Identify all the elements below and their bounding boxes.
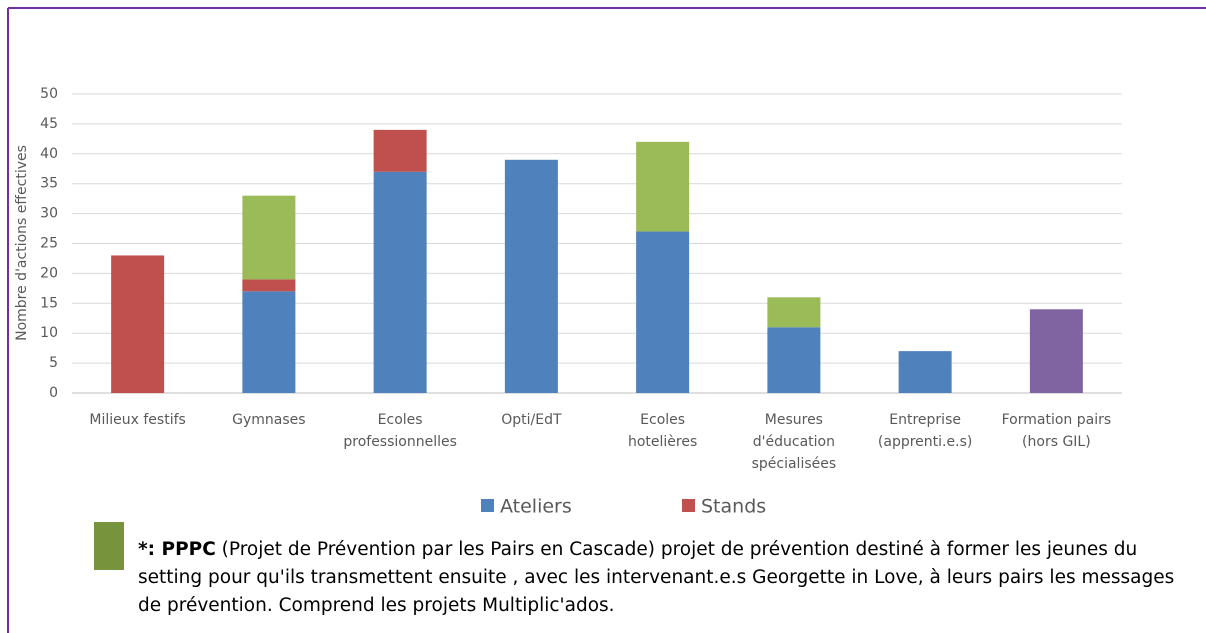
x-tick-label: Ecoles [640, 412, 685, 428]
bar-segment [111, 255, 165, 393]
bar-segment [636, 141, 690, 232]
x-tick-label: d'éducation [753, 434, 835, 450]
x-tick-label: Ecoles [378, 412, 423, 428]
y-tick-label: 0 [49, 385, 58, 401]
y-tick-label: 45 [40, 116, 58, 132]
bar-segment [242, 195, 296, 280]
y-tick-label: 10 [40, 325, 58, 341]
legend-label: Ateliers [500, 496, 572, 518]
y-tick-label: 20 [40, 265, 58, 281]
bar-segment [767, 297, 821, 328]
legend-swatch [481, 499, 494, 512]
x-tick-label: hotelières [628, 434, 697, 450]
x-tick-label: Gymnases [232, 412, 305, 428]
x-tick-label: Mesures [765, 412, 823, 428]
x-tick-label: Formation pairs [1002, 412, 1112, 428]
bar-segment [898, 351, 952, 393]
bar-segment [373, 129, 427, 172]
x-tick-label: (apprenti.e.s) [878, 434, 972, 450]
x-tick-label: Milieux festifs [89, 412, 185, 428]
note-text: (Projet de Prévention par les Pairs en C… [138, 539, 1175, 616]
bar-segment [636, 231, 690, 393]
bar-segment [373, 171, 427, 393]
y-tick-label: 25 [40, 236, 58, 252]
bar-segment [1029, 309, 1083, 393]
y-tick-label: 5 [49, 355, 58, 371]
note-bold: *: PPPC [138, 539, 216, 560]
y-tick-label: 35 [40, 176, 58, 192]
y-tick-label: 15 [40, 295, 58, 311]
note-swatch [94, 522, 124, 570]
x-tick-label: (hors GIL) [1022, 434, 1091, 450]
x-tick-label: professionnelles [343, 434, 457, 450]
x-tick-label: Entreprise [889, 412, 961, 428]
note: *: PPPC (Projet de Prévention par les Pa… [138, 536, 1198, 620]
legend-swatch [682, 499, 695, 512]
bar-segment [242, 279, 296, 292]
y-tick-label: 40 [40, 146, 58, 162]
x-tick-label: Opti/EdT [501, 412, 562, 428]
bar-segment [767, 327, 821, 393]
x-tick-label: spécialisées [752, 456, 837, 472]
bar-segment [504, 159, 558, 393]
bar-segment [242, 291, 296, 393]
y-tick-label: 30 [40, 206, 58, 222]
y-axis-title: Nombre d'actions effectives [14, 145, 30, 341]
legend-label: Stands [701, 496, 766, 518]
y-tick-label: 50 [40, 86, 58, 102]
